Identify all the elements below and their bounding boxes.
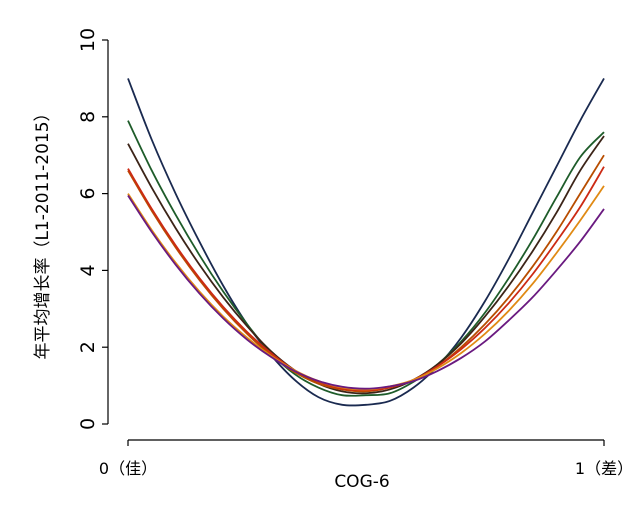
series-line-4 bbox=[127, 154, 605, 393]
x-tick-label: 0（佳） bbox=[99, 459, 157, 478]
y-tick-label: 4 bbox=[77, 264, 99, 276]
series-line-3 bbox=[127, 135, 605, 395]
x-axis-title: COG-6 bbox=[334, 472, 389, 492]
y-tick-label: 10 bbox=[77, 28, 99, 52]
y-axis-title: 年平均增长率（L1-2011-2015） bbox=[33, 104, 53, 359]
axes: 0 2 4 6 8 10 0（佳） 1（差） bbox=[77, 28, 633, 478]
series-line-6 bbox=[127, 185, 605, 391]
series-layer bbox=[127, 77, 605, 407]
series-line-5 bbox=[127, 166, 605, 392]
y-tick-label: 0 bbox=[77, 418, 99, 430]
series-line-1 bbox=[127, 77, 605, 407]
y-tick-label: 6 bbox=[77, 188, 99, 200]
series-line-2 bbox=[127, 120, 605, 397]
x-tick-label: 1（差） bbox=[575, 459, 633, 478]
series-line-7 bbox=[127, 195, 605, 390]
y-tick-label: 8 bbox=[77, 111, 99, 123]
y-tick-label: 2 bbox=[77, 341, 99, 353]
